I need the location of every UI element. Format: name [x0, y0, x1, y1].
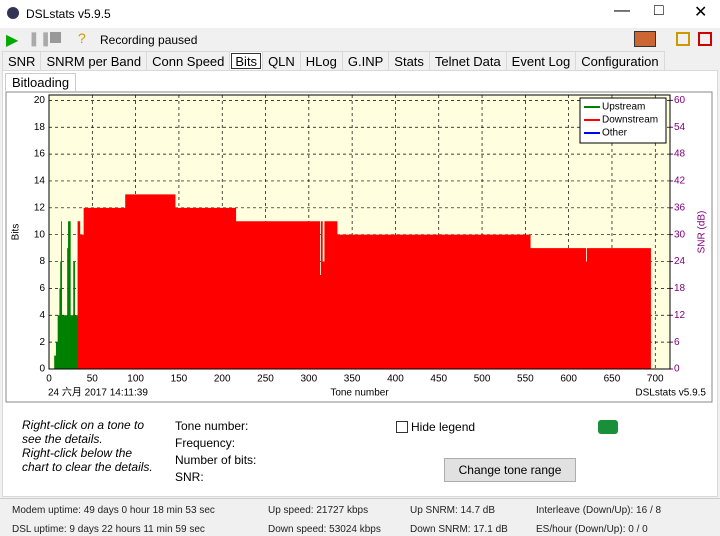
- x-axis-label: Tone number: [330, 388, 389, 399]
- field-label: Frequency:: [175, 436, 236, 450]
- checkbox[interactable]: [396, 421, 408, 433]
- x-tick-label: 50: [87, 374, 99, 385]
- x-tick-label: 350: [344, 374, 361, 385]
- y2-tick-label: 60: [674, 95, 686, 106]
- title-bar: DSLstats v5.9.5 — □ ✕: [0, 0, 720, 28]
- status-item: Interleave (Down/Up): 16 / 8: [536, 505, 662, 516]
- field-label: SNR:: [175, 470, 204, 484]
- close[interactable]: ✕: [694, 4, 708, 21]
- y2-tick-label: 6: [674, 337, 680, 348]
- y-tick-label: 10: [34, 229, 46, 240]
- x-tick-label: 500: [474, 374, 491, 385]
- x-tick-label: 250: [257, 374, 274, 385]
- tab[interactable]: SNRM per Band: [40, 51, 148, 71]
- y-tick-label: 6: [39, 283, 45, 294]
- status-bar: Modem uptime: 49 days 0 hour 18 min 53 s…: [0, 498, 720, 536]
- bit-area: [77, 194, 651, 369]
- tab[interactable]: SNR: [2, 51, 42, 71]
- tab[interactable]: Conn Speed: [146, 51, 231, 71]
- hint: Right-click below the chart to clear the…: [22, 446, 153, 474]
- y-tick-label: 2: [39, 337, 45, 348]
- maximize[interactable]: □: [654, 2, 664, 19]
- y2-tick-label: 42: [674, 176, 686, 187]
- x-tick-label: 200: [214, 374, 231, 385]
- y2-axis-label: SNR (dB): [697, 211, 708, 254]
- tab[interactable]: HLog: [299, 51, 343, 71]
- y-tick-label: 14: [34, 176, 46, 187]
- legend-label: Downstream: [602, 115, 658, 126]
- pause-button[interactable]: ❚❚: [28, 30, 52, 46]
- y-axis-label: Bits: [11, 224, 22, 241]
- play-button[interactable]: ▶: [6, 32, 19, 49]
- status-item: Up SNRM: 14.7 dB: [410, 505, 496, 516]
- camera-icon[interactable]: [598, 420, 618, 434]
- detail-fields: Tone number: Frequency: Number of bits: SNR…: [175, 418, 256, 486]
- bit-area: [54, 221, 80, 369]
- x-tick-label: 600: [560, 374, 577, 385]
- status-item: ES/hour (Down/Up): 0 / 0: [536, 524, 648, 535]
- x-tick-label: 300: [300, 374, 317, 385]
- y-tick-label: 16: [34, 149, 46, 160]
- x-tick-label: 150: [171, 374, 188, 385]
- x-tick-label: 450: [430, 374, 447, 385]
- exit-icon[interactable]: [698, 32, 712, 46]
- y2-tick-label: 48: [674, 149, 686, 160]
- y2-tick-label: 54: [674, 122, 686, 133]
- help-icon[interactable]: ?: [78, 30, 86, 46]
- minimize[interactable]: —: [614, 2, 630, 19]
- field-label: Tone number:: [175, 419, 249, 433]
- y2-tick-label: 12: [674, 310, 686, 321]
- watermark: DSLstats v5.9.5: [635, 388, 706, 399]
- status-item: Modem uptime: 49 days 0 hour 18 min 53 s…: [12, 505, 215, 516]
- chart-icon[interactable]: [634, 31, 656, 47]
- field-label: Number of bits:: [175, 453, 257, 467]
- checkbox-label[interactable]: Hide legend: [411, 420, 476, 434]
- status-item: Down SNRM: 17.1 dB: [410, 524, 508, 535]
- x-tick-label: 400: [387, 374, 404, 385]
- app-icon: [7, 7, 19, 19]
- y-tick-label: 8: [39, 256, 45, 267]
- tab[interactable]: Telnet Data: [428, 51, 507, 71]
- plot-border: [48, 94, 671, 370]
- legend-label: Upstream: [602, 102, 645, 113]
- x-tick-label: 650: [604, 374, 621, 385]
- y2-tick-label: 30: [674, 229, 686, 240]
- tab[interactable]: Configuration: [575, 51, 665, 71]
- tab[interactable]: Event Log: [505, 51, 577, 71]
- window-title: DSLstats v5.9.5: [26, 7, 111, 21]
- tab[interactable]: Stats: [388, 51, 430, 71]
- status-text: Recording paused: [100, 33, 198, 47]
- y-tick-label: 18: [34, 122, 46, 133]
- legend-label: Other: [602, 128, 628, 139]
- stop-button[interactable]: [50, 32, 61, 43]
- status-item: Down speed: 53024 kbps: [268, 524, 381, 535]
- x-tick-label: 700: [647, 374, 664, 385]
- y-tick-label: 4: [39, 310, 45, 321]
- y2-tick-label: 24: [674, 256, 686, 267]
- y-tick-label: 12: [34, 202, 46, 213]
- hint: Right-click on a tone to see the details…: [22, 418, 145, 446]
- y-tick-label: 0: [39, 364, 45, 375]
- status-item: Up speed: 21727 kbps: [268, 505, 369, 516]
- timestamp: 24 六月 2017 14:11:39: [48, 387, 148, 399]
- y-tick-label: 20: [34, 95, 46, 106]
- y2-tick-label: 18: [674, 283, 686, 294]
- window-icon[interactable]: [676, 32, 690, 46]
- subtab[interactable]: Bitloading: [5, 73, 77, 91]
- x-tick-label: 0: [46, 374, 52, 385]
- x-tick-label: 100: [127, 374, 144, 385]
- y2-tick-label: 0: [674, 364, 680, 375]
- x-tick-label: 550: [517, 374, 534, 385]
- status-item: DSL uptime: 9 days 22 hours 11 min 59 se…: [12, 524, 205, 535]
- y2-tick-label: 36: [674, 202, 686, 213]
- tab-bar: SNR SNRM per Band Conn Speed Bits QLN HLog G.I…: [2, 51, 665, 71]
- button[interactable]: Change tone range: [444, 458, 576, 482]
